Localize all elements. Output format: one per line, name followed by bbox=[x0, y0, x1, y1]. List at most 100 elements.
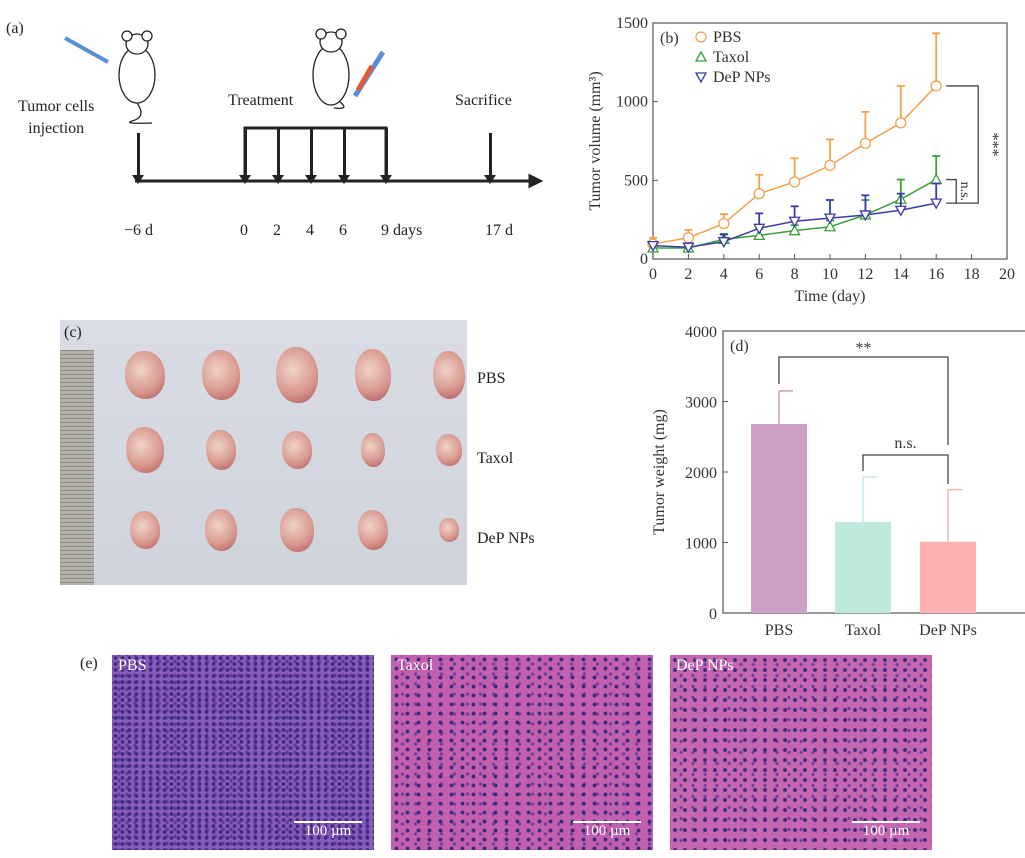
tick-arrow bbox=[131, 133, 144, 184]
x-tick-label: 10 bbox=[822, 266, 838, 283]
x-tick-label: Taxol bbox=[845, 622, 882, 639]
tumor-specimen bbox=[130, 511, 160, 549]
tumor-specimen bbox=[206, 430, 236, 470]
x-tick-label: 16 bbox=[928, 266, 944, 283]
tumor-specimen bbox=[439, 518, 459, 542]
timeline-diagram bbox=[64, 28, 544, 189]
data-point bbox=[823, 220, 837, 232]
row-label-pbs: PBS bbox=[477, 370, 506, 387]
micrograph-label: Taxol bbox=[397, 657, 434, 674]
data-point bbox=[788, 216, 801, 228]
bar bbox=[920, 541, 976, 613]
scale-label: 100 µm bbox=[862, 823, 910, 839]
significance-label: *** bbox=[984, 133, 1001, 157]
data-point bbox=[682, 232, 695, 244]
tick-label: 6 bbox=[339, 222, 347, 239]
scale-label: 100 µm bbox=[304, 823, 352, 839]
significance-label: n.s. bbox=[957, 182, 972, 201]
x-tick-label: DeP NPs bbox=[919, 622, 977, 639]
x-tick-label: 4 bbox=[720, 266, 728, 283]
y-tick-label: 3000 bbox=[685, 395, 717, 412]
micrograph-taxol: Taxol 100 µm bbox=[391, 655, 653, 850]
panel-e-label: (e) bbox=[80, 655, 98, 672]
data-point bbox=[717, 237, 730, 249]
significance-bracket bbox=[862, 454, 949, 484]
ruler bbox=[60, 350, 94, 585]
data-point bbox=[895, 117, 907, 129]
panel-label: (b) bbox=[660, 30, 679, 47]
x-tick-label: 0 bbox=[649, 266, 657, 283]
data-point bbox=[694, 50, 708, 62]
bar bbox=[835, 522, 891, 613]
x-tick-label: 8 bbox=[791, 266, 799, 283]
data-point bbox=[930, 80, 942, 92]
data-point bbox=[859, 137, 872, 150]
injection-label: Tumor cells injection bbox=[18, 96, 94, 140]
tumor-specimen bbox=[280, 508, 314, 552]
x-tick-label: PBS bbox=[765, 622, 793, 639]
x-tick-label: 20 bbox=[999, 266, 1015, 283]
tumor-specimen bbox=[282, 431, 312, 469]
tick-arrow bbox=[337, 128, 350, 184]
micrograph-label: DeP NPs bbox=[676, 657, 734, 674]
data-point bbox=[788, 224, 801, 236]
injection-line1: Tumor cells bbox=[18, 98, 95, 115]
y-tick-label: 4000 bbox=[685, 324, 717, 341]
significance-label: ** bbox=[856, 340, 872, 357]
significance-label: n.s. bbox=[894, 435, 916, 452]
data-point bbox=[753, 229, 766, 241]
y-axis-label: Tumor weight (mg) bbox=[651, 409, 668, 535]
scale-label: 100 µm bbox=[583, 823, 631, 839]
data-point bbox=[682, 242, 695, 254]
data-point bbox=[695, 31, 707, 43]
y-tick-label: 1000 bbox=[616, 94, 648, 111]
micrograph-label: PBS bbox=[118, 657, 147, 674]
y-tick-label: 0 bbox=[640, 251, 648, 268]
tumor-specimen bbox=[126, 427, 164, 473]
data-point bbox=[753, 188, 765, 200]
scale-bar: 100 µm bbox=[852, 821, 920, 840]
tumor-specimen bbox=[355, 349, 391, 401]
tumor-specimen bbox=[202, 350, 240, 400]
data-point bbox=[930, 173, 943, 185]
tumor-specimen bbox=[358, 510, 388, 550]
tumor-specimen bbox=[436, 434, 462, 466]
significance-bracket bbox=[778, 356, 949, 445]
panel-label: (d) bbox=[730, 338, 749, 355]
data-point bbox=[718, 217, 730, 230]
tumor-weight-chart: 0 1000 2000 3000 4000 Tumor weight (mg) (d) PBS… bbox=[651, 324, 1025, 639]
tumor-volume-chart: 0 2 4 6 8 10 12 14 16 18 20 0 500 1000 1500 Time (day) T… bbox=[587, 15, 1015, 305]
y-tick-label: 0 bbox=[709, 606, 717, 623]
legend-label: PBS bbox=[713, 29, 741, 46]
legend-label: Taxol bbox=[713, 49, 750, 66]
significance-bracket bbox=[946, 178, 957, 204]
sacrifice-label: Sacrifice bbox=[455, 92, 512, 109]
tick-arrow bbox=[379, 128, 392, 184]
bar bbox=[751, 424, 807, 613]
data-point bbox=[824, 159, 836, 172]
x-tick-label: 6 bbox=[755, 266, 763, 283]
injection-line2: injection bbox=[28, 120, 85, 137]
tumor-specimen bbox=[433, 351, 465, 399]
panel-a-label: (a) bbox=[6, 20, 24, 37]
tick-label: 2 bbox=[273, 222, 281, 239]
tumor-photo: (c) bbox=[60, 320, 467, 585]
mouse-left-icon bbox=[64, 30, 156, 124]
tick-arrow bbox=[304, 128, 317, 184]
x-tick-label: 12 bbox=[857, 266, 873, 283]
data-point bbox=[788, 176, 801, 188]
tick-arrow bbox=[271, 128, 284, 184]
row-label-dep: DeP NPs bbox=[477, 530, 535, 547]
row-label-taxol: Taxol bbox=[477, 450, 514, 467]
tick-label: 9 days bbox=[381, 222, 423, 239]
treatment-label: Treatment bbox=[228, 92, 294, 109]
y-axis-label: Tumor volume (mm³) bbox=[587, 71, 604, 210]
x-tick-label: 14 bbox=[893, 266, 909, 283]
panel-c-label: (c) bbox=[64, 324, 82, 341]
scale-bar: 100 µm bbox=[294, 821, 362, 840]
tick-label: 0 bbox=[240, 222, 248, 239]
tick-label: 4 bbox=[306, 222, 314, 239]
micrograph-dep: DeP NPs 100 µm bbox=[670, 655, 932, 850]
x-tick-label: 18 bbox=[964, 266, 980, 283]
data-point bbox=[646, 240, 660, 252]
